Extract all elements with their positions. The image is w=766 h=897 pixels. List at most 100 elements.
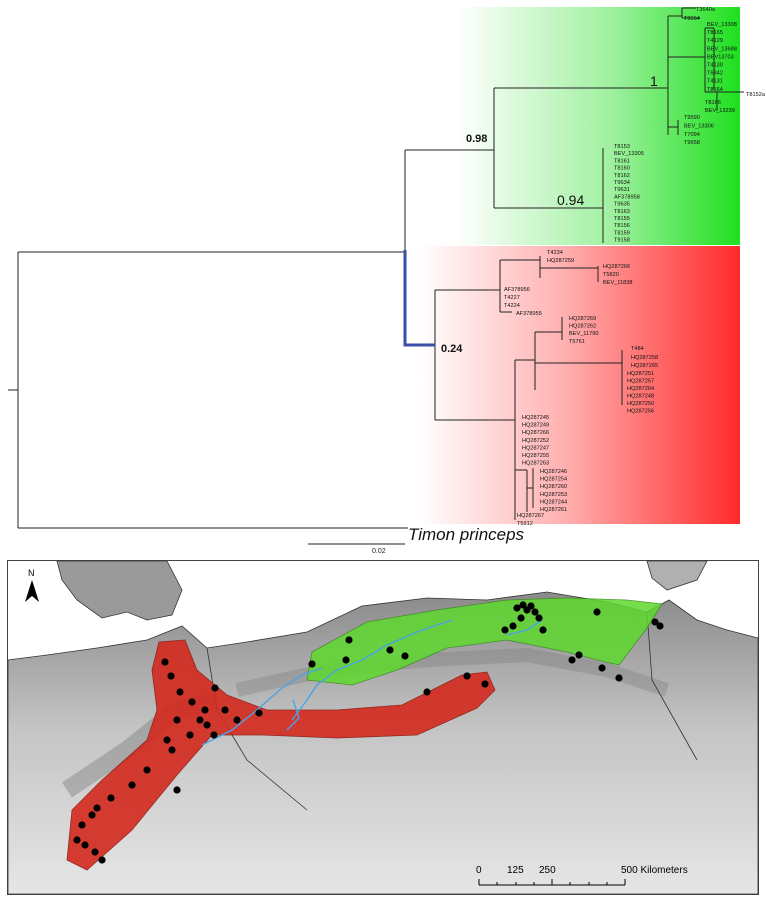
sample-dot xyxy=(143,766,151,774)
map-scale-bar xyxy=(478,879,626,886)
sample-dot xyxy=(401,652,409,660)
phylogenetic-tree: 0.98 1 0.94 0.24 T3640a T9554 BEV_13308 T81… xyxy=(8,7,766,555)
sample-dot xyxy=(531,608,539,616)
sample-dot xyxy=(598,664,606,672)
sample-dot xyxy=(186,731,194,739)
support-green-sub-a: 1 xyxy=(650,73,658,89)
sample-dot xyxy=(93,804,101,812)
sample-dot xyxy=(221,706,229,714)
leaf-label: HQ287252 xyxy=(522,438,549,444)
sample-dot xyxy=(81,841,89,849)
support-green-sub-b: 0.94 xyxy=(557,192,584,208)
leaf-label: T9631 xyxy=(614,187,630,193)
leaf-label: AF378958 xyxy=(614,194,640,200)
leaf-label: HQ287259 xyxy=(547,258,574,264)
sample-dot xyxy=(656,622,664,630)
leaf-label: T8159 xyxy=(614,230,630,236)
scale-tick-500: 500 Kilometers xyxy=(621,865,688,876)
sample-dot xyxy=(593,608,601,616)
leaf-label: HQ287250 xyxy=(627,401,654,407)
sample-dot xyxy=(128,781,136,789)
leaf-label: T8163 xyxy=(614,209,630,215)
leaf-label: BEV_13308 xyxy=(707,22,737,28)
support-green-clade: 0.98 xyxy=(466,133,487,145)
leaf-label: HQ287255 xyxy=(522,453,549,459)
sample-dot xyxy=(501,626,509,634)
leaf-label: HQ287247 xyxy=(522,445,549,451)
leaf-label: HQ287267 xyxy=(517,513,544,519)
leaf-label: T5820 xyxy=(603,272,619,278)
leaf-label: T8162 xyxy=(614,173,630,179)
sample-dot xyxy=(210,731,218,739)
north-arrow-icon xyxy=(25,580,39,602)
support-red-clade: 0.24 xyxy=(441,343,463,355)
scale-tick-250: 250 xyxy=(539,865,556,876)
sample-dot xyxy=(173,786,181,794)
leaf-label: T4224 xyxy=(504,303,520,309)
sample-locations xyxy=(73,601,664,864)
leaf-label: HQ287264 xyxy=(627,386,654,392)
leaf-label: T8161 xyxy=(614,158,630,164)
sample-dot xyxy=(519,601,527,609)
leaf-label: HQ287266 xyxy=(522,430,549,436)
leaf-label: BEV_13306 xyxy=(684,123,714,129)
tree-branches xyxy=(8,7,744,529)
leaf-label: T5761 xyxy=(569,339,585,345)
leaf-label: T484 xyxy=(631,346,644,352)
leaf-label: T8156 xyxy=(614,223,630,229)
distribution-map: N 0 125 250 500 Kilometers xyxy=(7,560,759,895)
leaf-label: HQ287262 xyxy=(569,324,596,330)
sample-dot xyxy=(615,674,623,682)
sample-dot xyxy=(91,848,99,856)
leaf-label: T8153 xyxy=(614,144,630,150)
leaf-label: BEV_13688 xyxy=(707,46,737,52)
italy-land xyxy=(646,560,708,591)
sample-dot xyxy=(517,614,525,622)
sample-dot xyxy=(568,656,576,664)
sample-dot xyxy=(203,721,211,729)
sample-dot xyxy=(308,660,316,668)
leaf-label: HQ287258 xyxy=(631,355,658,361)
sample-dot xyxy=(196,716,204,724)
green-range-polygon xyxy=(306,597,663,686)
leaf-label: HQ287248 xyxy=(627,394,654,400)
leaf-label: AF378955 xyxy=(516,311,542,317)
sample-dot xyxy=(98,856,106,864)
leaf-label: T8160 xyxy=(614,166,630,172)
leaf-label: BEV13703 xyxy=(707,54,734,60)
scale-bar-label: 0.02 xyxy=(372,548,386,555)
leaf-label: T3640a xyxy=(696,7,716,13)
leaf-label: T9158 xyxy=(614,238,630,244)
river xyxy=(291,619,453,721)
leaf-labels: T3640a T9554 BEV_13308 T8165 T4129 BEV_13688 B… xyxy=(504,7,766,527)
sample-dot xyxy=(513,604,521,612)
red-clade-highlight xyxy=(420,246,740,524)
leaf-label: HQ287261 xyxy=(540,507,567,513)
sample-dot xyxy=(163,736,171,744)
sample-dot xyxy=(211,684,219,692)
red-range-polygon xyxy=(66,639,496,871)
leaf-label: HQ287251 xyxy=(627,371,654,377)
sample-dot xyxy=(345,636,353,644)
leaf-label: HQ287246 xyxy=(540,469,567,475)
sample-dot xyxy=(575,651,583,659)
scale-tick-0: 0 xyxy=(476,865,482,876)
leaf-label: BEV_11838 xyxy=(603,280,632,286)
leaf-label: T9590 xyxy=(684,115,700,121)
sample-dot xyxy=(176,688,184,696)
leaf-label: HQ287260 xyxy=(540,484,567,490)
sample-dot xyxy=(539,626,547,634)
sample-dot xyxy=(107,794,115,802)
leaf-label: HQ287269 xyxy=(569,316,596,322)
north-label: N xyxy=(28,568,35,578)
sample-dot xyxy=(651,618,659,626)
leaf-label: HQ287266 xyxy=(603,264,630,270)
leaf-label: T4131 xyxy=(707,79,723,85)
leaf-label: T8164 xyxy=(707,87,723,93)
leaf-label: T8155 xyxy=(614,216,630,222)
leaf-label: T4234 xyxy=(547,250,563,256)
leaf-label: T7094 xyxy=(684,132,700,138)
sample-dot xyxy=(188,698,196,706)
sample-dot xyxy=(463,672,471,680)
leaf-label: HQ287253 xyxy=(540,492,567,498)
